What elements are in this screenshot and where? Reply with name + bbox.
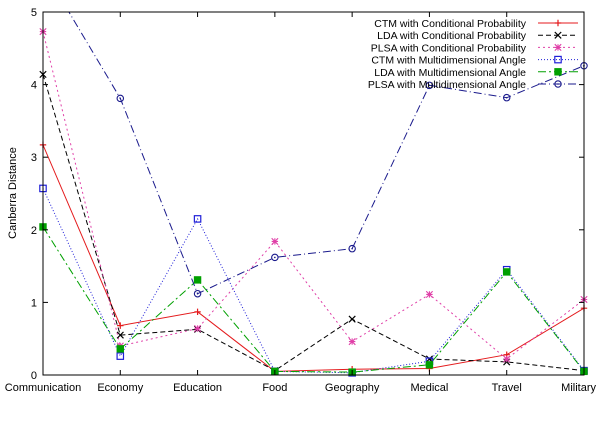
marker-x xyxy=(116,331,124,339)
x-tick-label: Medical xyxy=(410,382,448,394)
marker-star xyxy=(348,338,356,346)
marker-square xyxy=(116,352,125,360)
legend-label: PLSA with Multidimensional Angle xyxy=(368,79,526,91)
marker-square xyxy=(554,55,562,64)
series-line-4 xyxy=(43,188,584,374)
x-tick-label: Economy xyxy=(97,382,143,394)
marker-plus xyxy=(117,322,124,329)
marker-circle xyxy=(193,289,202,298)
marker-circle-dot xyxy=(428,84,431,87)
marker-circle xyxy=(502,93,511,102)
y-tick-label: 2 xyxy=(31,225,37,237)
y-tick-label: 5 xyxy=(31,7,37,19)
y-tick-label: 3 xyxy=(31,152,37,164)
x-tick-label: Geography xyxy=(325,382,380,394)
marker-star xyxy=(193,324,202,333)
legend-label: CTM with Multidimensional Angle xyxy=(371,55,526,67)
series-line-5 xyxy=(43,226,584,373)
marker-circle-dot xyxy=(557,83,559,85)
marker-square-filled xyxy=(425,361,434,369)
marker-circle-dot xyxy=(505,96,508,99)
marker-plus xyxy=(194,308,201,316)
marker-x xyxy=(348,315,356,323)
series-line-6 xyxy=(68,12,584,295)
marker-circle xyxy=(348,244,356,253)
legend-label: CTM with Conditional Probability xyxy=(374,18,526,30)
marker-circle-dot xyxy=(274,256,276,259)
y-axis-label: Canberra Distance xyxy=(7,147,19,239)
marker-x xyxy=(554,31,562,39)
marker-star xyxy=(425,290,434,299)
series-line-3 xyxy=(43,31,584,360)
marker-square-filled xyxy=(193,276,202,284)
x-tick-label: Travel xyxy=(492,382,522,394)
y-tick-label: 1 xyxy=(31,297,37,309)
marker-plus xyxy=(554,19,562,27)
y-tick-label: 0 xyxy=(31,370,37,382)
y-tick-label: 4 xyxy=(31,80,37,92)
x-tick-label: Education xyxy=(173,382,222,394)
legend-label: LDA with Multidimensional Angle xyxy=(374,67,526,79)
plot-area xyxy=(42,11,585,376)
x-tick-label: Communication xyxy=(5,382,81,394)
marker-star xyxy=(554,43,562,51)
marker-star xyxy=(503,355,511,363)
marker-circle-dot xyxy=(196,292,199,295)
marker-square xyxy=(193,215,202,223)
marker-circle xyxy=(116,94,125,103)
marker-circle xyxy=(425,81,434,90)
marker-star xyxy=(271,237,279,246)
x-tick-label: Food xyxy=(262,382,287,394)
series-line-2 xyxy=(43,74,584,372)
marker-circle-dot xyxy=(351,247,353,250)
legend-label: PLSA with Conditional Probability xyxy=(371,42,527,54)
marker-circle xyxy=(554,80,562,88)
marker-square-filled xyxy=(116,345,124,353)
series-line-1 xyxy=(43,144,584,372)
marker-square-filled xyxy=(503,268,511,276)
marker-circle-dot xyxy=(119,97,122,100)
legend-label: LDA with Conditional Probability xyxy=(377,30,527,42)
x-tick-label: Military xyxy=(561,382,596,394)
marker-square-filled xyxy=(554,68,562,76)
marker-circle xyxy=(271,253,279,262)
